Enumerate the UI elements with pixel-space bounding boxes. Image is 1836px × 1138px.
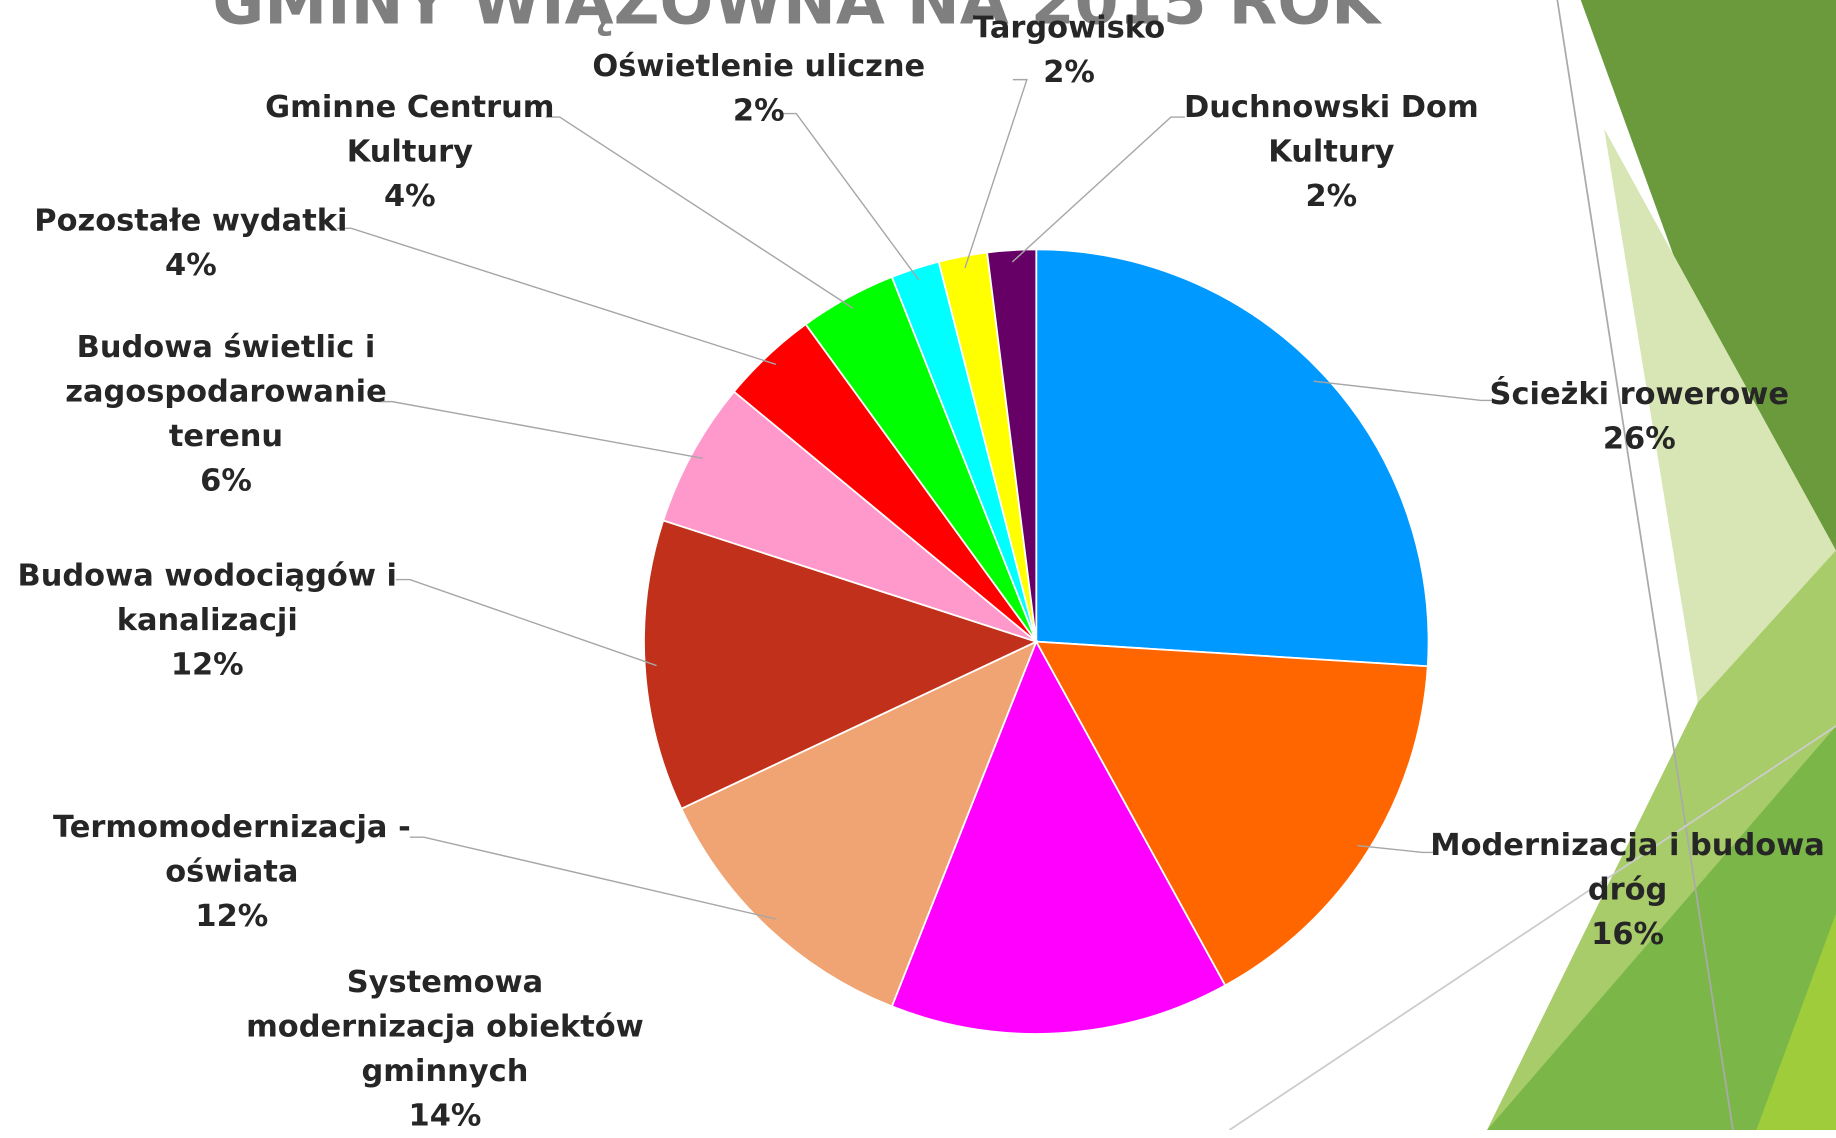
value-label: 4% [165,248,217,284]
slice-label: Budowa świetlic i zagospodarowanie teren… [65,330,387,455]
pie-slice [1034,640,1429,987]
pie-slice [890,639,1227,1035]
decor-line [1556,0,1734,1130]
slice-label: Oświetlenie uliczne [592,49,926,85]
leader-line [395,578,657,667]
value-label: 26% [1602,421,1676,457]
slice-label: Pozostałe wydatki [34,203,348,239]
leader-line [1313,380,1496,402]
pie-slice [680,639,1038,1008]
chart-title: GMINY WIĄZOWNA NA 2015 ROK [212,0,1381,39]
slice-label: Gminne Centrum Kultury [265,90,555,170]
leader-line [378,400,703,460]
slice-label: Ścieżki rowerowe [1489,377,1790,413]
value-label: 2% [1043,55,1095,91]
value-label: 2% [1305,179,1358,215]
leader-line [337,227,777,365]
leader-line [964,78,1028,269]
decor [1487,550,1836,1130]
slice-label: Duchnowski Dom Kultury [1183,90,1479,170]
leader-line [782,112,920,281]
slice-label: Termomodernizacja - oświata [52,810,411,890]
pie-slice [643,519,1039,810]
value-label: 14% [408,1098,482,1134]
value-label: 4% [383,179,436,215]
value-label: 6% [200,463,252,499]
value-label: 12% [170,647,244,683]
slice-label: Targowisko [972,10,1166,46]
slice-label: Budowa wodociągów i kanalizacji [17,558,398,639]
pie-slice [1035,248,1430,668]
slice-label: Modernizacja i budowa dróg [1430,827,1825,908]
decor [1756,913,1836,1130]
decor-line [1228,725,1836,1130]
pie-slice [986,248,1038,642]
value-label: 12% [195,899,269,935]
slice-label: Systemowa modernizacja obiektów gminnych [246,964,644,1089]
value-label: 2% [732,93,785,129]
leader-line [409,836,776,920]
leader-line [1011,116,1185,263]
pie-slice [662,390,1037,643]
leader-line [1357,844,1437,854]
leader-line [545,116,854,309]
value-label: 16% [1591,916,1665,952]
decor [1487,725,1836,1130]
